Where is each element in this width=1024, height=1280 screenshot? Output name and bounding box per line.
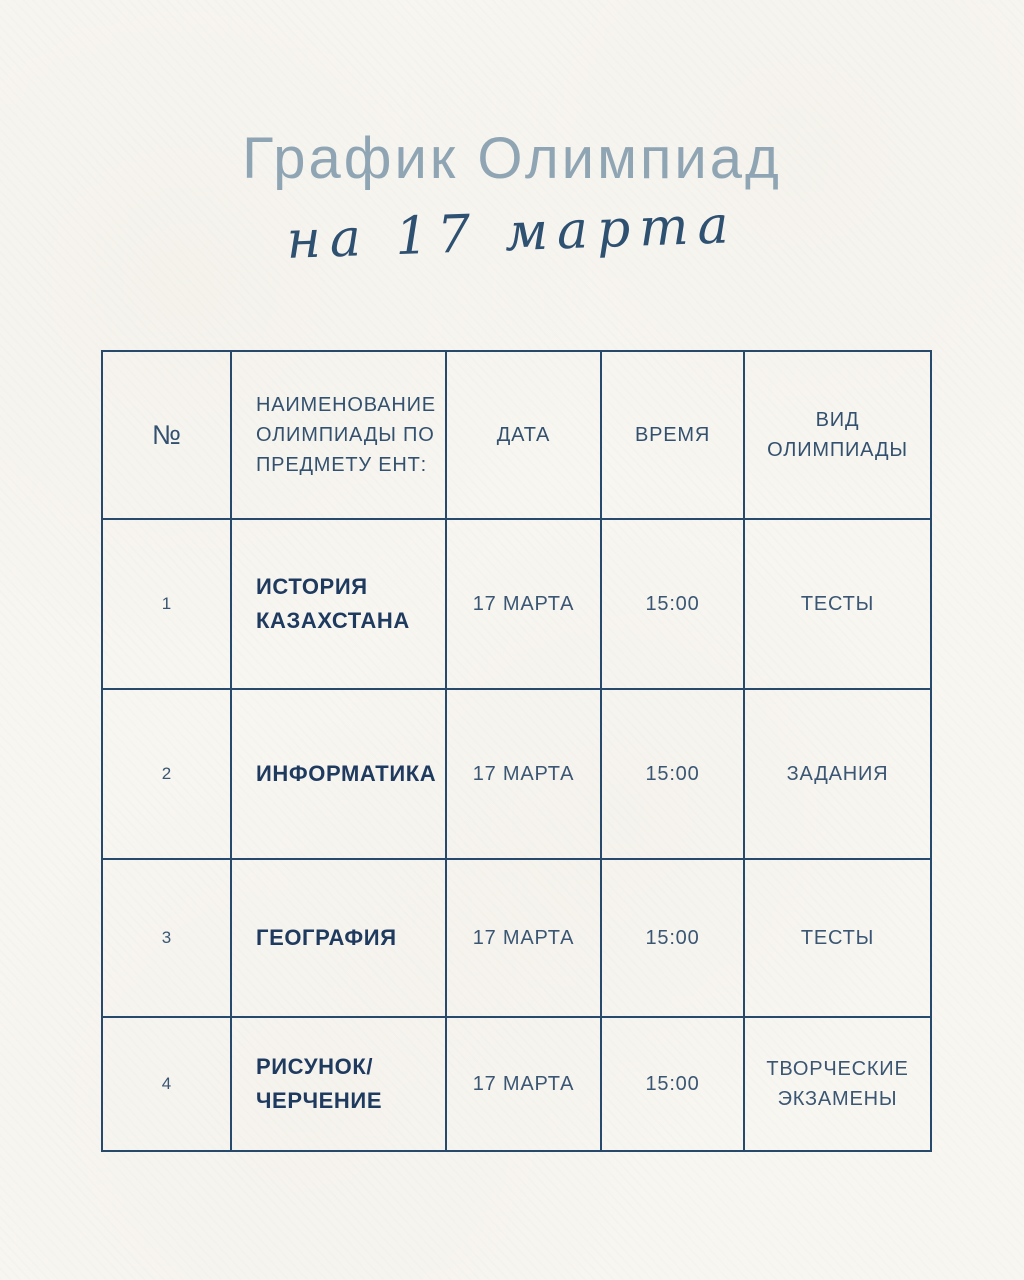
table-header-row: № НАИМЕНОВАНИЕ ОЛИМПИАДЫ ПО ПРЕДМЕТУ ЕНТ… bbox=[101, 350, 932, 520]
subject-line: ИСТОРИЯ bbox=[256, 573, 368, 599]
cell-olympiad-type: ТВОРЧЕСКИЕ ЭКЗАМЕНЫ bbox=[743, 1016, 932, 1152]
subject-line: ИНФОРМАТИКА bbox=[256, 760, 437, 786]
table-row: 1 ИСТОРИЯ КАЗАХСТАНА 17 МАРТА 15:00 ТЕСТ… bbox=[101, 518, 932, 690]
cell-date: 17 МАРТА bbox=[445, 1016, 602, 1152]
cell-olympiad-type: ЗАДАНИЯ bbox=[743, 688, 932, 860]
cell-date: 17 МАРТА bbox=[445, 688, 602, 860]
header-date: ДАТА bbox=[445, 350, 602, 520]
header-time: ВРЕМЯ bbox=[600, 350, 745, 520]
cell-row-number: 2 bbox=[101, 688, 232, 860]
subject-line: ГЕОГРАФИЯ bbox=[256, 924, 397, 950]
cell-row-number: 4 bbox=[101, 1016, 232, 1152]
page-title: График Олимпиад bbox=[242, 126, 782, 191]
cell-subject: ИСТОРИЯ КАЗАХСТАНА bbox=[230, 518, 447, 690]
cell-row-number: 3 bbox=[101, 858, 232, 1018]
subject-line: ЧЕРЧЕНИЕ bbox=[256, 1088, 383, 1113]
cell-date: 17 МАРТА bbox=[445, 518, 602, 690]
subject-line: КАЗАХСТАНА bbox=[256, 608, 410, 633]
cell-date: 17 МАРТА bbox=[445, 858, 602, 1018]
header-subject-name: НАИМЕНОВАНИЕ ОЛИМПИАДЫ ПО ПРЕДМЕТУ ЕНТ: bbox=[230, 350, 447, 520]
header-number: № bbox=[101, 350, 232, 520]
cell-time: 15:00 bbox=[600, 518, 745, 690]
cell-subject: ГЕОГРАФИЯ bbox=[230, 858, 447, 1018]
title-block: График Олимпиад на 17 марта bbox=[0, 126, 1024, 271]
cell-row-number: 1 bbox=[101, 518, 232, 690]
cell-time: 15:00 bbox=[600, 858, 745, 1018]
olympiad-schedule-table: № НАИМЕНОВАНИЕ ОЛИМПИАДЫ ПО ПРЕДМЕТУ ЕНТ… bbox=[101, 350, 932, 1152]
cell-subject: РИСУНОК/ ЧЕРЧЕНИЕ bbox=[230, 1016, 447, 1152]
subject-line: РИСУНОК/ bbox=[256, 1053, 374, 1079]
page-subtitle-script: на 17 марта bbox=[285, 194, 739, 271]
cell-olympiad-type: ТЕСТЫ bbox=[743, 518, 932, 690]
header-olympiad-type: ВИД ОЛИМПИАДЫ bbox=[743, 350, 932, 520]
cell-time: 15:00 bbox=[600, 1016, 745, 1152]
cell-olympiad-type: ТЕСТЫ bbox=[743, 858, 932, 1018]
cell-time: 15:00 bbox=[600, 688, 745, 860]
table-row: 2 ИНФОРМАТИКА 17 МАРТА 15:00 ЗАДАНИЯ bbox=[101, 688, 932, 860]
table-row: 3 ГЕОГРАФИЯ 17 МАРТА 15:00 ТЕСТЫ bbox=[101, 858, 932, 1018]
cell-subject: ИНФОРМАТИКА bbox=[230, 688, 447, 860]
table-row: 4 РИСУНОК/ ЧЕРЧЕНИЕ 17 МАРТА 15:00 ТВОРЧ… bbox=[101, 1016, 932, 1152]
